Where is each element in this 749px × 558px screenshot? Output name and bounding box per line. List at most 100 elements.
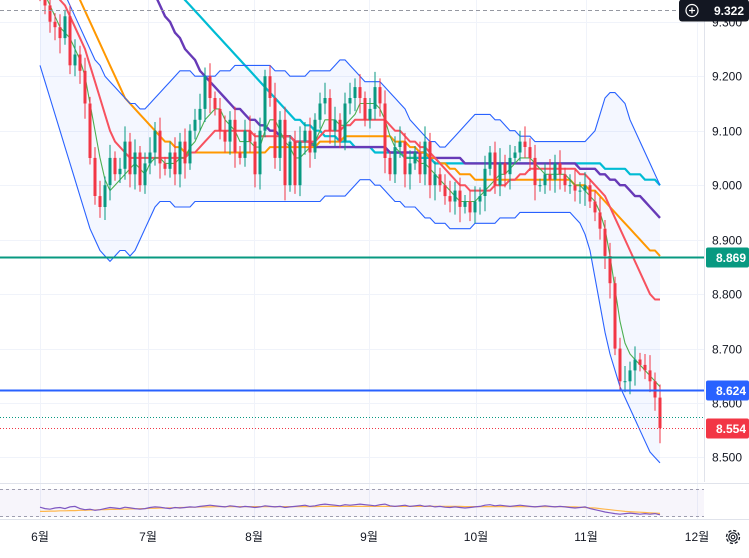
candle (548, 159, 552, 191)
horizontal-lines (0, 10, 704, 429)
candle (473, 186, 477, 224)
candle (593, 190, 597, 222)
candle (383, 90, 387, 174)
candle (258, 117, 262, 190)
time-tick-label: 12월 (685, 530, 709, 544)
candle (128, 132, 132, 188)
candle (268, 65, 272, 107)
candle (88, 96, 92, 165)
time-axis[interactable]: 6월 7월 8월 9월 10월 11월 12월 (31, 530, 709, 544)
candle (223, 115, 227, 153)
candle (43, 0, 47, 15)
candle (98, 180, 102, 218)
plus-circle-icon[interactable] (685, 3, 699, 18)
candle (133, 139, 137, 190)
candle (618, 337, 622, 390)
candle (493, 141, 497, 194)
candles (39, 0, 662, 444)
indicator-lines (39, 0, 661, 464)
candle (108, 144, 112, 201)
candle (648, 355, 652, 393)
candle (643, 354, 647, 380)
ma-fast-line (46, 0, 661, 388)
price-axis[interactable]: 8.5008.6008.7008.8008.9009.0009.1009.200… (712, 16, 742, 465)
candle (418, 141, 422, 183)
candle (228, 111, 232, 155)
candle (533, 144, 537, 201)
candle (393, 136, 397, 183)
candle (63, 9, 67, 45)
candle (313, 113, 317, 159)
candle (463, 195, 467, 214)
candle (573, 169, 577, 202)
candle (333, 106, 337, 146)
candle (48, 0, 52, 33)
candle (213, 91, 217, 116)
price-tag: 9.322 (679, 0, 749, 22)
candle (553, 154, 557, 193)
candle (323, 82, 327, 115)
candle (183, 128, 187, 179)
ma-long-line (156, 0, 661, 219)
candle (398, 126, 402, 158)
price-tag: 8.869 (706, 247, 749, 268)
candle (658, 384, 662, 444)
candle (188, 124, 192, 170)
candle (93, 147, 97, 205)
candle (298, 126, 302, 197)
candle (423, 126, 427, 186)
candle (403, 132, 407, 188)
candle (283, 106, 287, 201)
candle (303, 122, 307, 155)
candle (583, 172, 587, 206)
candle (623, 366, 627, 393)
candle (528, 138, 532, 171)
candle (633, 346, 637, 386)
price-tick-label: 9.200 (712, 70, 742, 84)
ma-mid-line (78, 0, 661, 257)
candle (178, 132, 182, 188)
candle (353, 78, 357, 112)
candle (318, 92, 322, 129)
candle (563, 167, 567, 192)
candle (123, 126, 127, 180)
price-tick-label: 8.800 (712, 288, 742, 302)
candle (468, 190, 472, 222)
candle (408, 150, 412, 190)
candle (358, 74, 362, 114)
candle (588, 178, 592, 208)
candle (378, 78, 382, 117)
settings-gear-icon[interactable] (725, 529, 741, 545)
candle (638, 352, 642, 372)
candle (488, 146, 492, 176)
candle (53, 13, 57, 41)
candle (513, 146, 517, 165)
candle (218, 98, 222, 140)
candle (243, 119, 247, 167)
candle (343, 92, 347, 151)
candle (78, 45, 82, 84)
time-tick-label: 6월 (31, 530, 49, 544)
time-tick-label: 11월 (574, 530, 598, 544)
candle (538, 178, 542, 192)
price-tick-label: 8.700 (712, 343, 742, 357)
oscillator-pane (0, 483, 749, 520)
candle (173, 137, 177, 186)
price-tag-label: 8.624 (716, 384, 746, 398)
candle (508, 144, 512, 190)
oscillator-lines (39, 503, 661, 516)
grid (0, 0, 704, 519)
candle (163, 156, 167, 176)
price-tag: 8.554 (706, 418, 749, 439)
candle (483, 155, 487, 212)
candle (373, 71, 377, 120)
candle (568, 174, 572, 194)
candle (458, 177, 462, 223)
candle (208, 63, 212, 114)
candle (558, 150, 562, 190)
candle (103, 176, 107, 220)
candle (603, 220, 607, 269)
price-tags: 9.322 8.869 8.624 8.554 (679, 0, 749, 439)
